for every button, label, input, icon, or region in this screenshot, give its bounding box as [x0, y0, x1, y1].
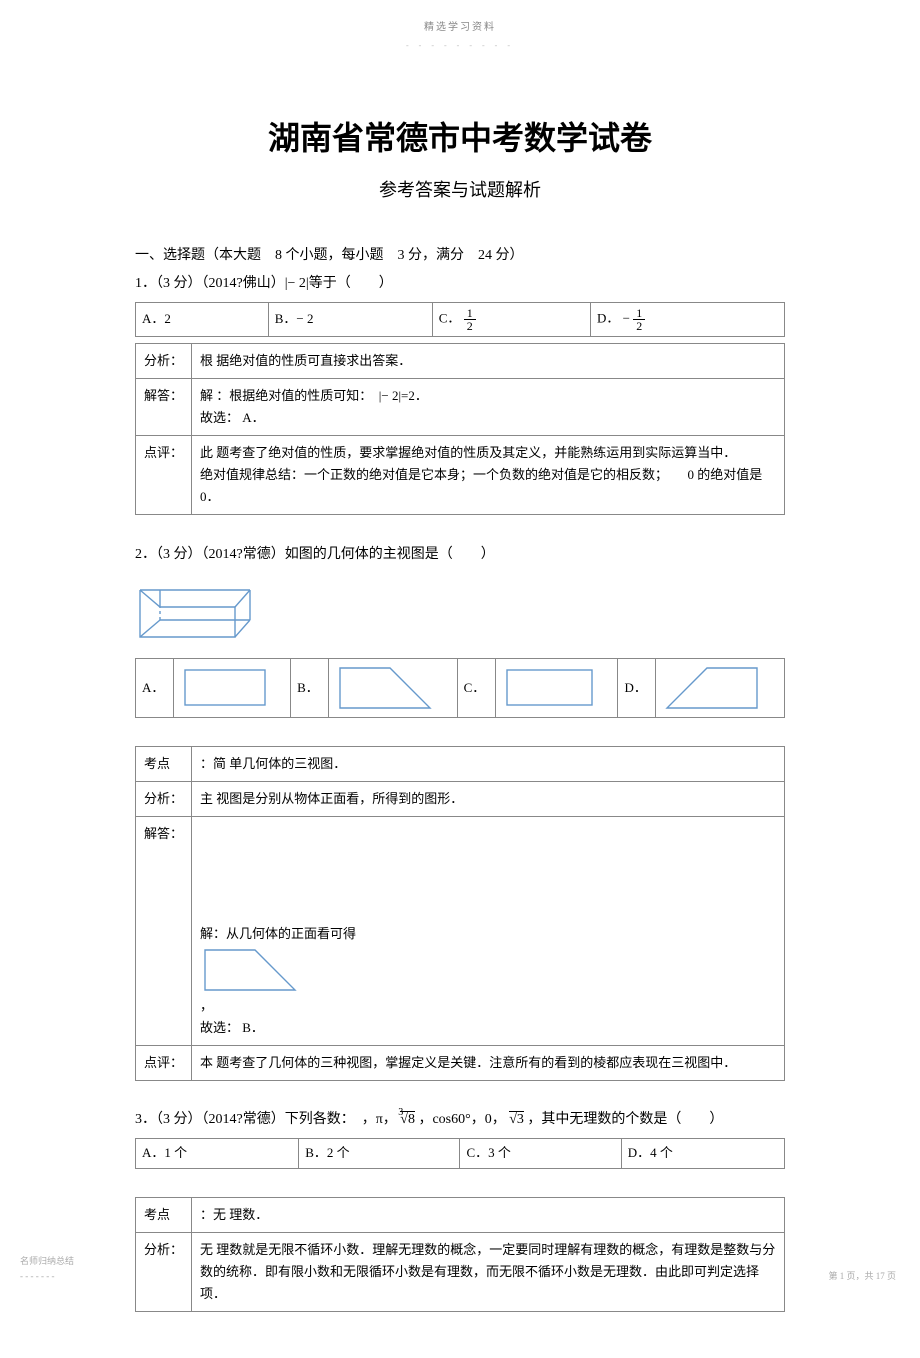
q3-options-table: A．1 个 B．2 个 C．3 个 D．4 个 [135, 1138, 785, 1169]
q2-row1-value: ：简 单几何体的三视图． [192, 747, 785, 782]
q1-row2-value: 解 ：根据绝对值的性质可知： |− 2|=2． 故选： A． [192, 378, 785, 435]
q3-optD: D．4 个 [621, 1138, 784, 1168]
trap-right-icon [662, 663, 762, 713]
q3-stem: 3．（3 分）（2014?常德）下列各数： ，π， 3 √8 ，cos60°，0… [135, 1109, 785, 1131]
value: 2 [164, 311, 171, 326]
q3-row1-value: ：无 理数． [192, 1198, 785, 1233]
q1-stem: 1．（3 分）（2014?佛山）|− 2|等于（ ） [135, 273, 785, 295]
q3-row2-value: 无 理数就是无限不循环小数．理解无理数的概念，一定要同时理解有理数的概念，有理数… [192, 1233, 785, 1312]
q2-row4-label: 点评： [136, 1045, 192, 1080]
rect-icon [180, 665, 270, 710]
den: 2 [464, 320, 476, 332]
text: 无 理数． [213, 1207, 268, 1222]
q2-analysis-table: 考点 ：简 单几何体的三视图． 分析： 主 视图是分别从物体正面看，所得到的图形… [135, 746, 785, 1081]
footer-left: 名师归纳总结 - - - - - - - [20, 1254, 74, 1283]
page-title: 湖南省常德市中考数学试卷 [40, 113, 880, 164]
q3-analysis-table: 考点 ：无 理数． 分析： 无 理数就是无限不循环小数．理解无理数的概念，一定要… [135, 1197, 785, 1312]
q1-row3-value: 此 题考查了绝对值的性质，要求掌握绝对值的性质及其定义，并能熟练运用到实际运算当… [192, 435, 785, 514]
q3-row1-label: 考点 [136, 1198, 192, 1233]
q3-row2-label: 分析： [136, 1233, 192, 1312]
footer-left-line2: - - - - - - - [20, 1269, 74, 1283]
section-heading: 一、选择题（本大题 8 个小题，每小题 3 分，满分 24 分） [135, 245, 785, 267]
post: ，其中无理数的个数是（ ） [527, 1112, 723, 1127]
content: 一、选择题（本大题 8 个小题，每小题 3 分，满分 24 分） 1．（3 分）… [135, 245, 785, 1313]
q1-row3-label: 点评： [136, 435, 192, 514]
q1-row1-value: 根 据绝对值的性质可直接求出答案． [192, 343, 785, 378]
pre: 解：从几何体的正面看可得 [200, 926, 356, 941]
trap-left-icon [335, 663, 435, 713]
q2-optA-img [174, 658, 291, 717]
q1-optA: A．2 [136, 302, 269, 336]
q1-optC: C． 1 2 [432, 302, 590, 336]
text: 简 单几何体的三视图． [213, 756, 346, 771]
label: D． [597, 310, 619, 325]
q2-optA-label: A． [136, 658, 174, 717]
label: B． [275, 311, 297, 326]
q2-row4-value: 本 题考查了几何体的三种视图，掌握定义是关键．注意所有的看到的棱都应表现在三视图… [192, 1045, 785, 1080]
label: C． [439, 310, 461, 325]
text: 考点 [144, 756, 170, 771]
num: 1 [464, 307, 476, 320]
q2-row3-label: 解答： [136, 817, 192, 1045]
footer-right: 第 1 页，共 17 页 [828, 1269, 896, 1283]
q3-optB: B．2 个 [299, 1138, 460, 1168]
q2-optC-img [495, 658, 618, 717]
num: 1 [633, 307, 645, 320]
neg: − [623, 310, 630, 325]
rect-icon [502, 665, 597, 710]
q3-optA: A．1 个 [136, 1138, 299, 1168]
q3-optC: C．3 个 [460, 1138, 621, 1168]
q1-analysis-table: 分析： 根 据绝对值的性质可直接求出答案． 解答： 解 ：根据绝对值的性质可知：… [135, 343, 785, 516]
q1-row2-label: 解答： [136, 378, 192, 435]
top-dots: - - - - - - - - - [40, 40, 880, 53]
q2-row2-value: 主 视图是分别从物体正面看，所得到的图形． [192, 782, 785, 817]
top-tag: 精选学习资料 [40, 20, 880, 36]
q2-figure [135, 572, 785, 652]
colon: ： [200, 756, 213, 771]
colon: ： [200, 1207, 213, 1222]
text: 考点 [144, 1207, 170, 1222]
den: 2 [633, 320, 645, 332]
footer-left-line1: 名师归纳总结 [20, 1254, 74, 1268]
prism-icon [135, 572, 255, 652]
q1-options-table: A．2 B．− 2 C． 1 2 D． − 1 2 [135, 302, 785, 337]
q2-optD-img [656, 658, 785, 717]
q2-optD-label: D． [618, 658, 656, 717]
q2-row1-label: 考点 [136, 747, 192, 782]
q2-row2-label: 分析： [136, 782, 192, 817]
post: ， 故选： B． [200, 998, 264, 1035]
q1-optB: B．− 2 [268, 302, 432, 336]
fraction-icon: 1 2 [464, 307, 476, 332]
q2-options-table: A． B． C． D． [135, 658, 785, 718]
page-subtitle: 参考答案与试题解析 [40, 176, 880, 205]
trap-left-icon [200, 945, 300, 995]
pre: 3．（3 分）（2014?常德）下列各数： ，π， [135, 1112, 397, 1127]
q2-optB-img [329, 658, 458, 717]
value: − 2 [296, 311, 313, 326]
q1-row1-label: 分析： [136, 343, 192, 378]
q2-optC-label: C． [457, 658, 495, 717]
q2-row3-value: 解：从几何体的正面看可得 ， 故选： B． [192, 817, 785, 1045]
label: A． [142, 311, 164, 326]
q2-optB-label: B． [291, 658, 329, 717]
q1-optD: D． − 1 2 [590, 302, 784, 336]
mid: ，cos60°，0， [418, 1112, 505, 1127]
fraction-icon: 1 2 [633, 307, 645, 332]
q2-stem: 2．（3 分）（2014?常德）如图的几何体的主视图是（ ） [135, 544, 785, 566]
